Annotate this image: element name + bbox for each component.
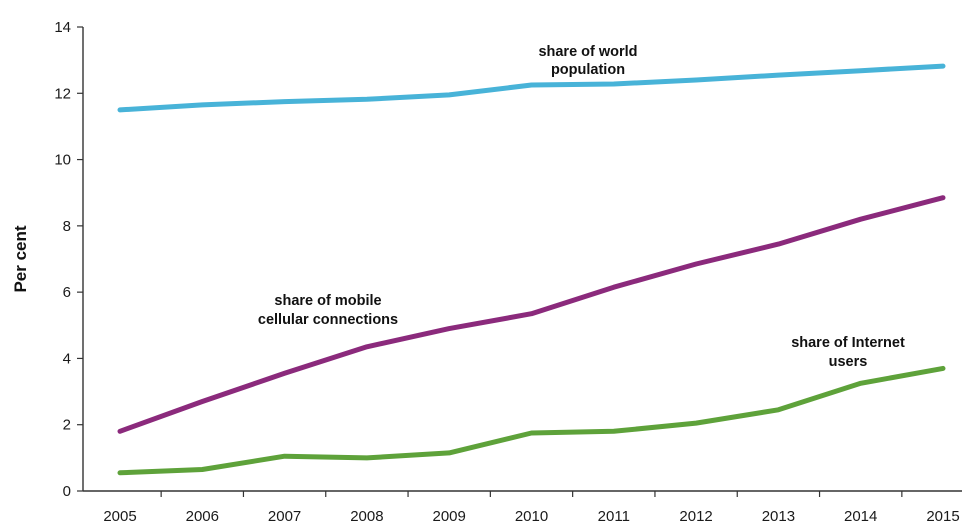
y-tick-label: 8 (63, 218, 71, 235)
x-tick-label: 2005 (103, 508, 136, 523)
y-tick-label: 0 (63, 483, 71, 500)
series-line-share-of-internet-users (117, 365, 946, 476)
series-label-share-of-internet-users: share of Internet (791, 335, 905, 351)
x-tick-label: 2012 (679, 508, 712, 523)
y-tick-label: 14 (54, 19, 71, 36)
x-tick-label: 2013 (762, 508, 795, 523)
x-tick-label: 2006 (186, 508, 219, 523)
x-tick-label: 2011 (598, 508, 630, 523)
x-tick-label: 2007 (268, 508, 301, 523)
y-axis-title: Per cent (11, 225, 30, 292)
y-tick-label: 6 (63, 284, 71, 301)
series-label-share-of-mobile-cellular-connections: cellular connections (258, 312, 398, 328)
y-tick-label: 12 (54, 85, 71, 102)
y-axis-ticks: 0 2 4 6 8 10 12 14 (54, 19, 83, 500)
x-tick-label: 2015 (926, 508, 959, 523)
x-axis-ticks: 2005 2006 2007 2008 2009 2010 2011 2012 2013 2014… (103, 491, 960, 523)
series-line-share-of-mobile-cellular-connections (117, 195, 946, 434)
series-labels: share of world population share of mobile c… (258, 44, 905, 370)
series-label-share-of-mobile-cellular-connections: share of mobile (274, 293, 381, 309)
x-tick-label: 2009 (433, 508, 466, 523)
y-tick-label: 2 (63, 417, 71, 434)
series-label-share-of-world-population: population (551, 62, 625, 78)
series-label-share-of-internet-users: users (829, 354, 868, 370)
y-tick-label: 4 (63, 350, 71, 367)
series-lines (117, 63, 946, 476)
series-label-share-of-world-population: share of world (538, 44, 637, 60)
x-tick-label: 2014 (844, 508, 877, 523)
x-tick-label: 2008 (350, 508, 383, 523)
x-tick-label: 2010 (515, 508, 548, 523)
y-tick-label: 10 (54, 152, 71, 169)
series-line-share-of-world-population (117, 63, 946, 113)
